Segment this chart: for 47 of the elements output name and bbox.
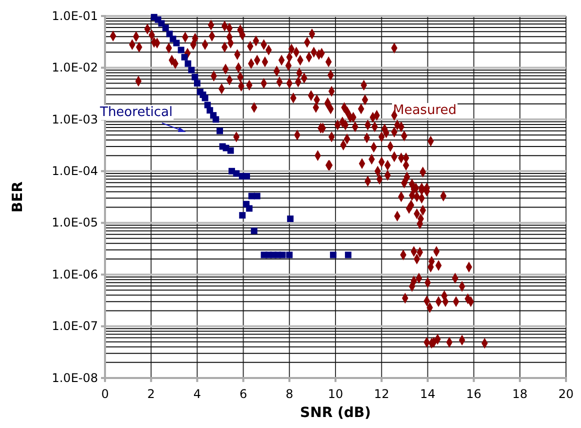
x-tick-label: 16 <box>466 387 482 402</box>
point <box>287 216 294 222</box>
point <box>181 54 188 60</box>
point <box>330 252 336 258</box>
x-tick-label: 14 <box>420 387 436 402</box>
point <box>162 24 169 32</box>
x-tick-label: 6 <box>239 387 248 402</box>
x-tick-label: 8 <box>286 387 294 402</box>
point <box>227 147 234 154</box>
point <box>188 66 195 74</box>
point <box>158 20 165 27</box>
x-tick-label: 12 <box>374 387 390 402</box>
point <box>250 228 258 234</box>
x-tick-label: 2 <box>147 387 155 402</box>
y-tick-label: 1.0E-01 <box>52 8 98 23</box>
point <box>239 212 246 219</box>
point <box>233 170 240 177</box>
y-tick-label: 1.0E-02 <box>52 60 98 75</box>
point <box>212 116 220 123</box>
point <box>216 128 224 134</box>
point <box>344 252 352 258</box>
point <box>192 74 198 80</box>
x-tick-label: 4 <box>193 387 202 402</box>
y-tick-label: 1.0E-03 <box>52 112 98 126</box>
y-tick-label: 1.0E-05 <box>52 216 98 230</box>
y-tick-label: 1.0E-08 <box>52 370 98 385</box>
point <box>286 252 293 258</box>
y-tick-label: 1.0E-06 <box>52 267 98 282</box>
point <box>184 60 192 67</box>
y-tick-label: 1.0E-07 <box>52 319 98 334</box>
x-tick-label: 0 <box>101 387 109 402</box>
series-label: Measured <box>393 103 457 118</box>
x-axis-title: SNR (dB) <box>300 405 371 421</box>
y-axis-title: BER <box>10 181 26 213</box>
point <box>178 46 184 54</box>
point <box>194 80 200 87</box>
point <box>279 252 286 258</box>
point <box>246 205 253 212</box>
x-tick-label: 20 <box>558 387 574 402</box>
point <box>202 94 208 102</box>
x-tick-label: 18 <box>512 387 528 402</box>
point <box>173 40 180 46</box>
text: Theoretical <box>99 105 173 120</box>
point <box>244 172 250 180</box>
y-tick-label: 1.0E-04 <box>52 164 98 178</box>
point <box>254 192 260 200</box>
x-tick-label: 10 <box>328 387 344 402</box>
